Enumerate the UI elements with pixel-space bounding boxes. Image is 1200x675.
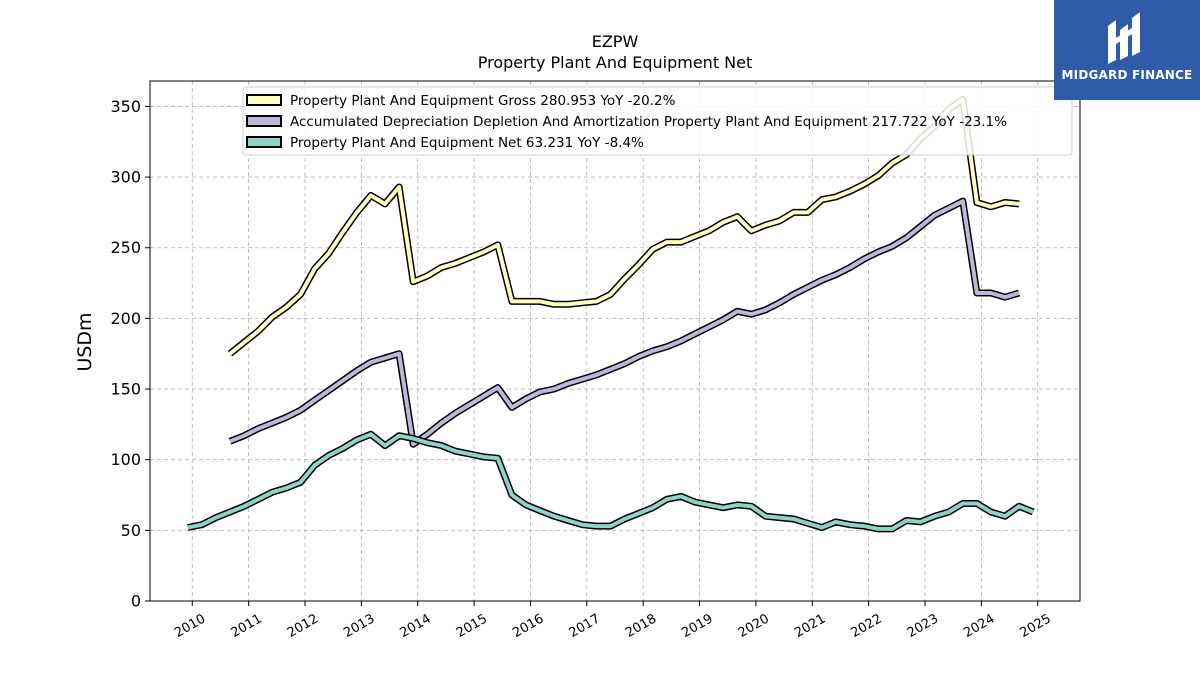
- chart-subtitle: Property Plant And Equipment Net: [478, 53, 753, 72]
- y-tick-label: 150: [110, 380, 141, 399]
- x-tick-label: 2023: [905, 611, 941, 641]
- x-tick-label: 2017: [567, 611, 603, 641]
- x-tick-label: 2013: [341, 611, 377, 641]
- y-tick-label: 350: [110, 97, 141, 116]
- y-tick-label: 200: [110, 309, 141, 328]
- x-tick-label: 2016: [510, 611, 546, 641]
- legend-swatch: [246, 115, 282, 127]
- series-layer: [187, 95, 1035, 533]
- legend-swatch: [246, 94, 282, 106]
- chart-title: EZPW: [592, 32, 639, 51]
- x-tick-label: 2025: [1018, 611, 1054, 641]
- x-tick-label: 2022: [848, 611, 884, 641]
- series-line-0: [228, 97, 1020, 356]
- x-tick-label: 2019: [679, 611, 715, 641]
- x-tick-label: 2018: [623, 611, 659, 641]
- x-tick-label: 2012: [285, 611, 321, 641]
- legend-entry: Accumulated Depreciation Depletion And A…: [290, 114, 1007, 130]
- midgard-logo: MIDGARD FINANCE: [1054, 0, 1200, 100]
- series-line-1: [229, 199, 1020, 447]
- plot-frame: [149, 80, 1081, 602]
- x-tick-label: 2014: [398, 611, 434, 641]
- brand-name: MIDGARD FINANCE: [1061, 68, 1193, 82]
- x-tick-label: 2015: [454, 611, 490, 641]
- series-outline-2: [187, 430, 1035, 533]
- x-tick-label: 2011: [228, 611, 264, 641]
- legend-box: [242, 86, 1073, 156]
- y-tick-label: 50: [121, 521, 141, 540]
- legend-swatch: [246, 136, 282, 148]
- y-axis-label: USDm: [74, 312, 96, 371]
- x-tick-label: 2020: [736, 611, 772, 641]
- y-axis: 0 50 100 150 200 250 300 350: [110, 97, 150, 611]
- y-tick-label: 250: [110, 238, 141, 257]
- legend: Property Plant And Equipment Gross 280.9…: [242, 86, 1073, 156]
- y-tick-label: 300: [110, 168, 141, 187]
- legend-entry: Property Plant And Equipment Gross 280.9…: [290, 93, 676, 109]
- midgard-logo-icon: [1108, 12, 1140, 64]
- x-tick-label: 2021: [792, 611, 828, 641]
- legend-entry: Property Plant And Equipment Net 63.231 …: [290, 135, 644, 151]
- x-tick-label: 2024: [961, 611, 997, 641]
- series-line-2: [187, 432, 1034, 531]
- x-tick-label: 2010: [172, 611, 208, 641]
- x-axis: 2010 2011 2012 2013 2014 2015 2016 2017 2018 2019…: [172, 601, 1054, 641]
- series-outline-1: [228, 197, 1021, 448]
- y-tick-label: 100: [110, 450, 141, 469]
- y-tick-label: 0: [131, 592, 141, 611]
